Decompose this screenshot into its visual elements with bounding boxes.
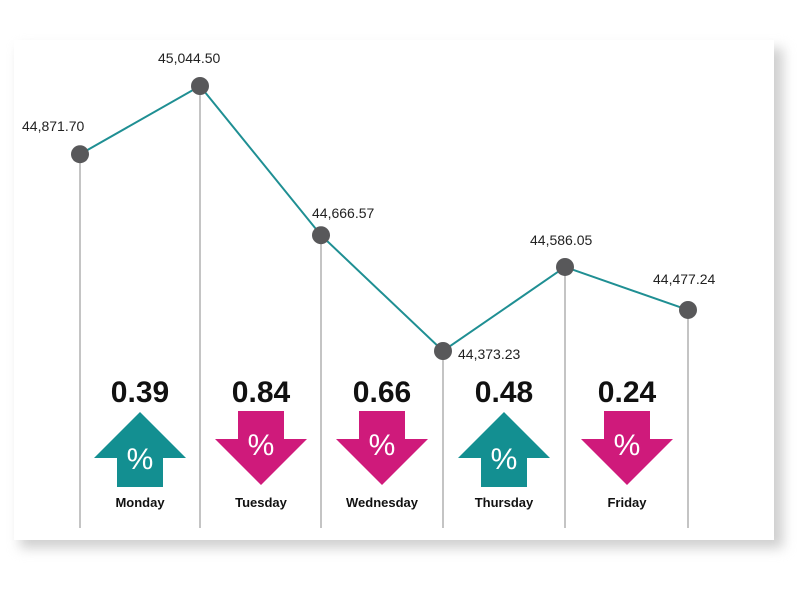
percent-symbol: %	[491, 443, 518, 476]
value-label: 44,666.57	[312, 205, 374, 221]
percent-symbol: %	[614, 429, 641, 462]
data-point	[556, 257, 574, 276]
percent-symbol: %	[127, 443, 154, 476]
value-label: 45,044.50	[158, 50, 220, 66]
data-point	[312, 226, 330, 245]
day-label: Tuesday	[235, 495, 288, 510]
percent-change-label: 0.48	[475, 376, 533, 409]
day-label: Thursday	[475, 495, 534, 510]
percent-symbol: %	[369, 429, 396, 462]
up-arrow-icon	[458, 412, 550, 487]
percent-change-label: 0.66	[353, 376, 411, 409]
data-point	[191, 77, 209, 95]
value-label: 44,871.70	[22, 118, 84, 134]
value-label: 44,586.05	[530, 232, 592, 248]
series-line	[79, 84, 689, 353]
percent-change-label: 0.24	[598, 376, 657, 409]
value-label: 44,373.23	[458, 346, 520, 362]
down-arrow-icon	[336, 411, 428, 485]
data-point	[71, 145, 89, 164]
value-label: 44,477.24	[653, 271, 715, 287]
percent-change-label: 0.39	[111, 376, 169, 409]
down-arrow-icon	[215, 411, 307, 485]
percent-symbol: %	[248, 429, 275, 462]
day-label: Wednesday	[346, 495, 419, 510]
data-point	[434, 342, 452, 360]
day-label: Monday	[115, 495, 165, 510]
day-label: Friday	[607, 495, 647, 510]
up-arrow-icon	[94, 412, 186, 487]
percent-change-label: 0.84	[232, 376, 291, 409]
data-point	[679, 300, 697, 319]
down-arrow-icon	[581, 411, 673, 485]
